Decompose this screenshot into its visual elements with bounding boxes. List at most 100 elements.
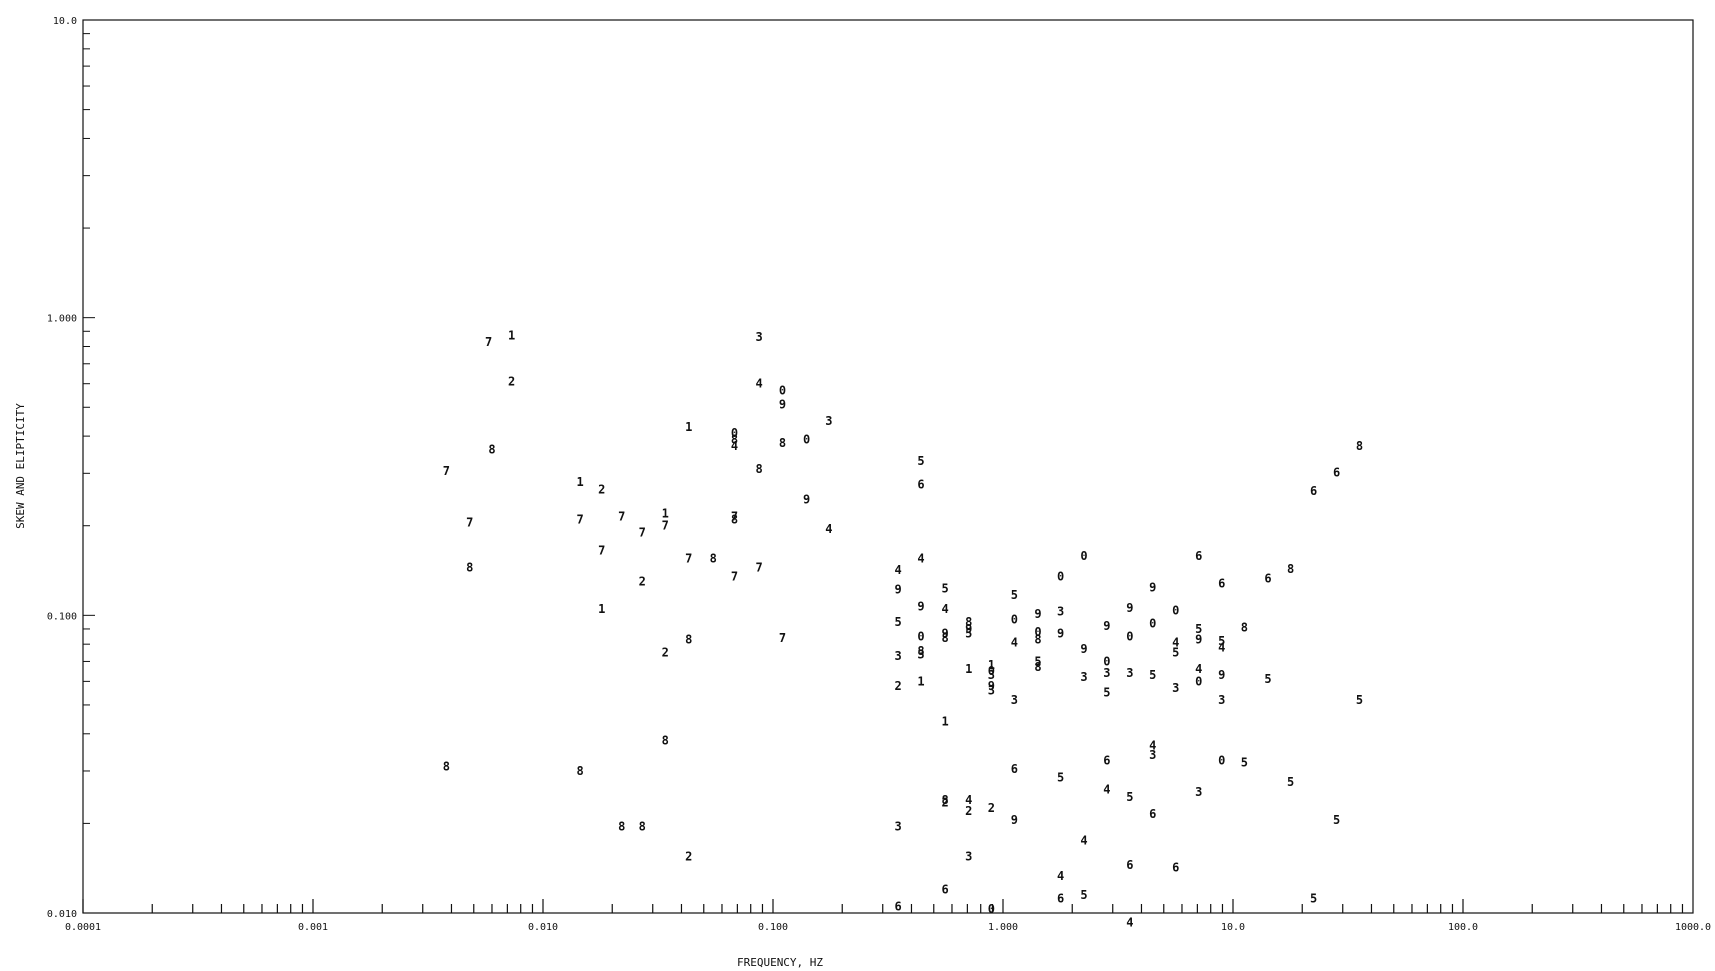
- data-point: 7: [466, 516, 473, 530]
- data-point: 3: [1011, 693, 1018, 707]
- x-tick-label: 0.0001: [65, 922, 101, 933]
- data-point: 9: [1218, 668, 1225, 682]
- data-point: 1: [917, 674, 924, 688]
- data-point: 2: [639, 574, 646, 588]
- data-point: 4: [941, 602, 948, 616]
- x-tick-label: 10.0: [1221, 922, 1245, 933]
- data-point: 9: [1103, 619, 1110, 633]
- data-point: 2: [988, 801, 995, 815]
- data-point: 6: [917, 478, 924, 492]
- data-point: 8: [443, 760, 450, 774]
- data-point: 6: [1310, 484, 1317, 498]
- data-point: 7: [576, 512, 583, 526]
- y-axis-title: SKEW AND ELIPTICITY: [14, 403, 27, 529]
- y-tick-label: 10.0: [53, 16, 77, 27]
- data-point: 4: [1080, 834, 1087, 848]
- data-point: 6: [1333, 465, 1340, 479]
- data-point: 0: [1195, 674, 1202, 688]
- data-point: 5: [1356, 693, 1363, 707]
- data-point: 5: [1287, 775, 1294, 789]
- plot-frame: [83, 20, 1693, 913]
- data-point: 1: [508, 329, 515, 343]
- data-point: 8: [662, 733, 669, 747]
- data-point: 6: [1264, 571, 1271, 585]
- data-point: 6: [1126, 858, 1133, 872]
- data-point: 7: [443, 464, 450, 478]
- data-point: 6: [1057, 891, 1064, 905]
- data-point: 5: [941, 582, 948, 596]
- data-point: 0: [1057, 570, 1064, 584]
- data-point: 6: [1149, 807, 1156, 821]
- data-point: 5: [1057, 771, 1064, 785]
- y-axis: 0.010 0.100 1.000 10.0: [47, 16, 95, 920]
- data-point: 7: [485, 335, 492, 349]
- data-point: 3: [1172, 681, 1179, 695]
- data-point: 4: [1103, 782, 1110, 796]
- data-point: 9: [779, 398, 786, 412]
- data-point: 6: [895, 900, 902, 914]
- x-tick-label: 0.100: [758, 922, 788, 933]
- y-tick-label: 0.100: [47, 611, 77, 622]
- data-point: 5: [917, 454, 924, 468]
- data-point: 7: [779, 631, 786, 645]
- data-point: 3: [1103, 666, 1110, 680]
- data-point: 0: [779, 383, 786, 397]
- data-point: 9: [1011, 813, 1018, 827]
- data-point: 3: [965, 849, 972, 863]
- data-point: 0: [1218, 754, 1225, 768]
- data-point: 6: [1218, 576, 1225, 590]
- data-point: 8: [755, 462, 762, 476]
- data-point: 3: [1218, 693, 1225, 707]
- data-point: 5: [1172, 646, 1179, 660]
- y-tick-label: 1.000: [47, 314, 77, 325]
- data-point: 2: [508, 375, 515, 389]
- data-point: 9: [1057, 626, 1064, 640]
- data-point: 0: [917, 629, 924, 643]
- data-point: 9: [1034, 607, 1041, 621]
- data-point: 7: [639, 525, 646, 539]
- data-point: 9: [1195, 632, 1202, 646]
- data-point: 7: [618, 509, 625, 523]
- data-point: 1: [576, 475, 583, 489]
- x-tick-label: 1000.0: [1675, 922, 1711, 933]
- data-point: 1: [941, 714, 948, 728]
- data-point: 8: [1356, 439, 1363, 453]
- data-point: 4: [1057, 869, 1064, 883]
- x-axis-title: FREQUENCY, HZ: [737, 956, 823, 969]
- data-point: 5: [1011, 588, 1018, 602]
- data-point: 9: [917, 600, 924, 614]
- data-point: 3: [1080, 670, 1087, 684]
- y-tick-label: 0.010: [47, 909, 77, 920]
- data-point: 5: [1264, 672, 1271, 686]
- data-point: 0: [1080, 549, 1087, 563]
- data-point: 0: [1172, 603, 1179, 617]
- data-point: 3: [917, 647, 924, 661]
- data-point: 9: [803, 492, 810, 506]
- data-point: 5: [1310, 891, 1317, 905]
- data-point: 3: [1195, 785, 1202, 799]
- data-point: 4: [1126, 915, 1133, 929]
- data-point: 5: [895, 615, 902, 629]
- data-point: 7: [598, 544, 605, 558]
- data-point: 5: [1241, 756, 1248, 770]
- data-point: 3: [825, 414, 832, 428]
- data-point: 6: [941, 882, 948, 896]
- data-point: 0: [1011, 612, 1018, 626]
- data-point: 8: [639, 820, 646, 834]
- data-point: 8: [941, 631, 948, 645]
- data-point: 7: [755, 560, 762, 574]
- data-point: 9: [1149, 581, 1156, 595]
- data-point: 5: [1080, 888, 1087, 902]
- data-point: 7: [731, 570, 738, 584]
- x-tick-label: 1.000: [988, 922, 1018, 933]
- data-point: 5: [1126, 790, 1133, 804]
- data-point: 1: [965, 662, 972, 676]
- data-point: 3: [1126, 666, 1133, 680]
- data-point: 3: [895, 820, 902, 834]
- x-tick-label: 0.001: [298, 922, 328, 933]
- data-point: 3: [1057, 605, 1064, 619]
- data-point: 8: [1287, 562, 1294, 576]
- x-axis: 0.0001 0.001 0.010 0.100 1.000 10.0 100.0 1000.…: [65, 899, 1711, 933]
